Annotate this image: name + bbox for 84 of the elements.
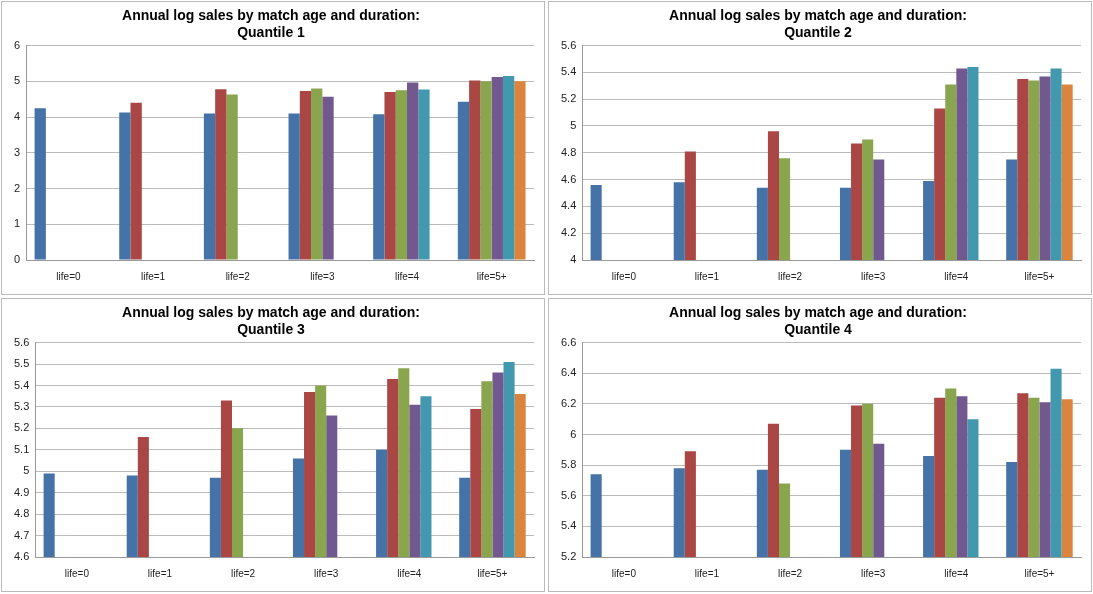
y-tick-label: 1 [13,217,21,230]
y-tick-label: 6.6 [560,335,577,348]
y-tick-label: 4.2 [560,226,577,239]
bar [407,82,419,260]
x-tick-label: life=0 [611,270,637,282]
x-tick-label: life=4 [944,567,969,579]
bar [311,88,323,260]
y-tick-label: 5.4 [13,378,30,391]
y-tick-label: 4.6 [560,172,577,185]
bar [226,94,238,260]
x-tick-label: life=0 [64,567,90,579]
y-tick-label: 6 [570,427,577,440]
x-tick-label: life=3 [861,567,886,579]
bar [373,114,385,260]
y-tick-label: 2 [13,181,21,194]
y-tick-label: 5.5 [13,357,30,370]
y-tick-label: 4.8 [13,507,30,520]
y-tick-label: 5.6 [13,335,30,348]
x-tick-label: life=2 [225,270,251,282]
bar [299,90,312,260]
y-tick-label: 6.2 [560,396,577,409]
y-tick-label: 0 [13,253,21,266]
x-tick-label: life=4 [944,270,969,282]
x-tick-label: life=5+ [1024,270,1055,282]
x-tick-label: life=2 [777,567,803,579]
bar [514,81,526,260]
y-tick-label: 5.2 [13,421,30,434]
y-tick-label: 4.7 [13,528,30,541]
x-tick-label: life=3 [861,270,886,282]
y-tick-label: 5 [13,74,21,87]
y-tick-label: 4 [570,253,577,266]
y-tick-label: 5.2 [560,550,577,563]
y-tick-label: 5.4 [560,519,577,532]
y-tick-label: 3 [13,145,21,158]
bar [469,80,481,260]
bar [384,92,396,260]
bar [34,108,46,260]
x-tick-label: life=2 [777,270,803,282]
x-tick-label: life=3 [310,270,335,282]
bar [119,112,131,260]
y-tick-label: 5 [23,464,30,477]
y-tick-label: 6.4 [560,366,577,379]
x-tick-label: life=1 [147,567,173,579]
chart-title: Annual log sales by match age and duration: Quantile 1 [122,7,420,41]
y-tick-label: 4.9 [13,485,30,498]
x-tick-label: life=0 [611,567,637,579]
chart-title: Annual log sales by match age and duration: Quantile 2 [669,7,967,41]
y-tick-label: 5 [570,119,577,132]
x-tick-label: life=1 [140,270,166,282]
bar [457,101,470,260]
x-tick-label: life=5+ [476,270,507,282]
bar [215,89,227,260]
x-tick-label: life=1 [694,270,720,282]
x-tick-label: life=4 [397,567,422,579]
y-tick-label: 5.8 [560,458,577,471]
chart-title: Annual log sales by match age and duration: Quantile 4 [669,304,967,338]
x-tick-label: life=1 [694,567,720,579]
bar [130,102,142,260]
x-tick-label: life=5+ [477,567,508,579]
bar [395,90,408,260]
y-tick-label: 5.2 [560,92,577,105]
y-tick-label: 4.6 [13,550,30,563]
y-tick-label: 5.1 [13,442,30,455]
y-tick-label: 6 [13,38,21,51]
x-tick-label: life=2 [230,567,256,579]
chart-title: Annual log sales by match age and duration: Quantile 3 [122,304,420,338]
bar [480,81,492,260]
y-tick-label: 4.4 [560,199,577,212]
x-tick-label: life=0 [56,270,81,282]
bar [322,96,334,260]
x-tick-label: life=3 [314,567,339,579]
y-tick-label: 5.6 [560,38,577,51]
y-tick-label: 5.3 [13,399,30,412]
y-tick-label: 5.6 [560,488,577,501]
bar [203,113,216,260]
bar [491,77,503,260]
bar [418,89,430,260]
bar [502,75,515,260]
bar [288,113,300,260]
y-tick-label: 4 [13,110,21,123]
y-tick-label: 4.8 [560,145,577,158]
y-tick-label: 5.4 [560,65,577,78]
x-tick-label: life=4 [394,270,420,282]
x-tick-label: life=5+ [1024,567,1055,579]
